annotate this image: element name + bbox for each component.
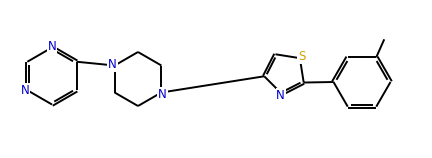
Text: N: N bbox=[20, 84, 29, 97]
Text: S: S bbox=[298, 50, 305, 63]
Text: N: N bbox=[108, 58, 117, 71]
Text: N: N bbox=[276, 89, 285, 102]
Text: N: N bbox=[158, 88, 167, 100]
Text: N: N bbox=[48, 40, 56, 52]
